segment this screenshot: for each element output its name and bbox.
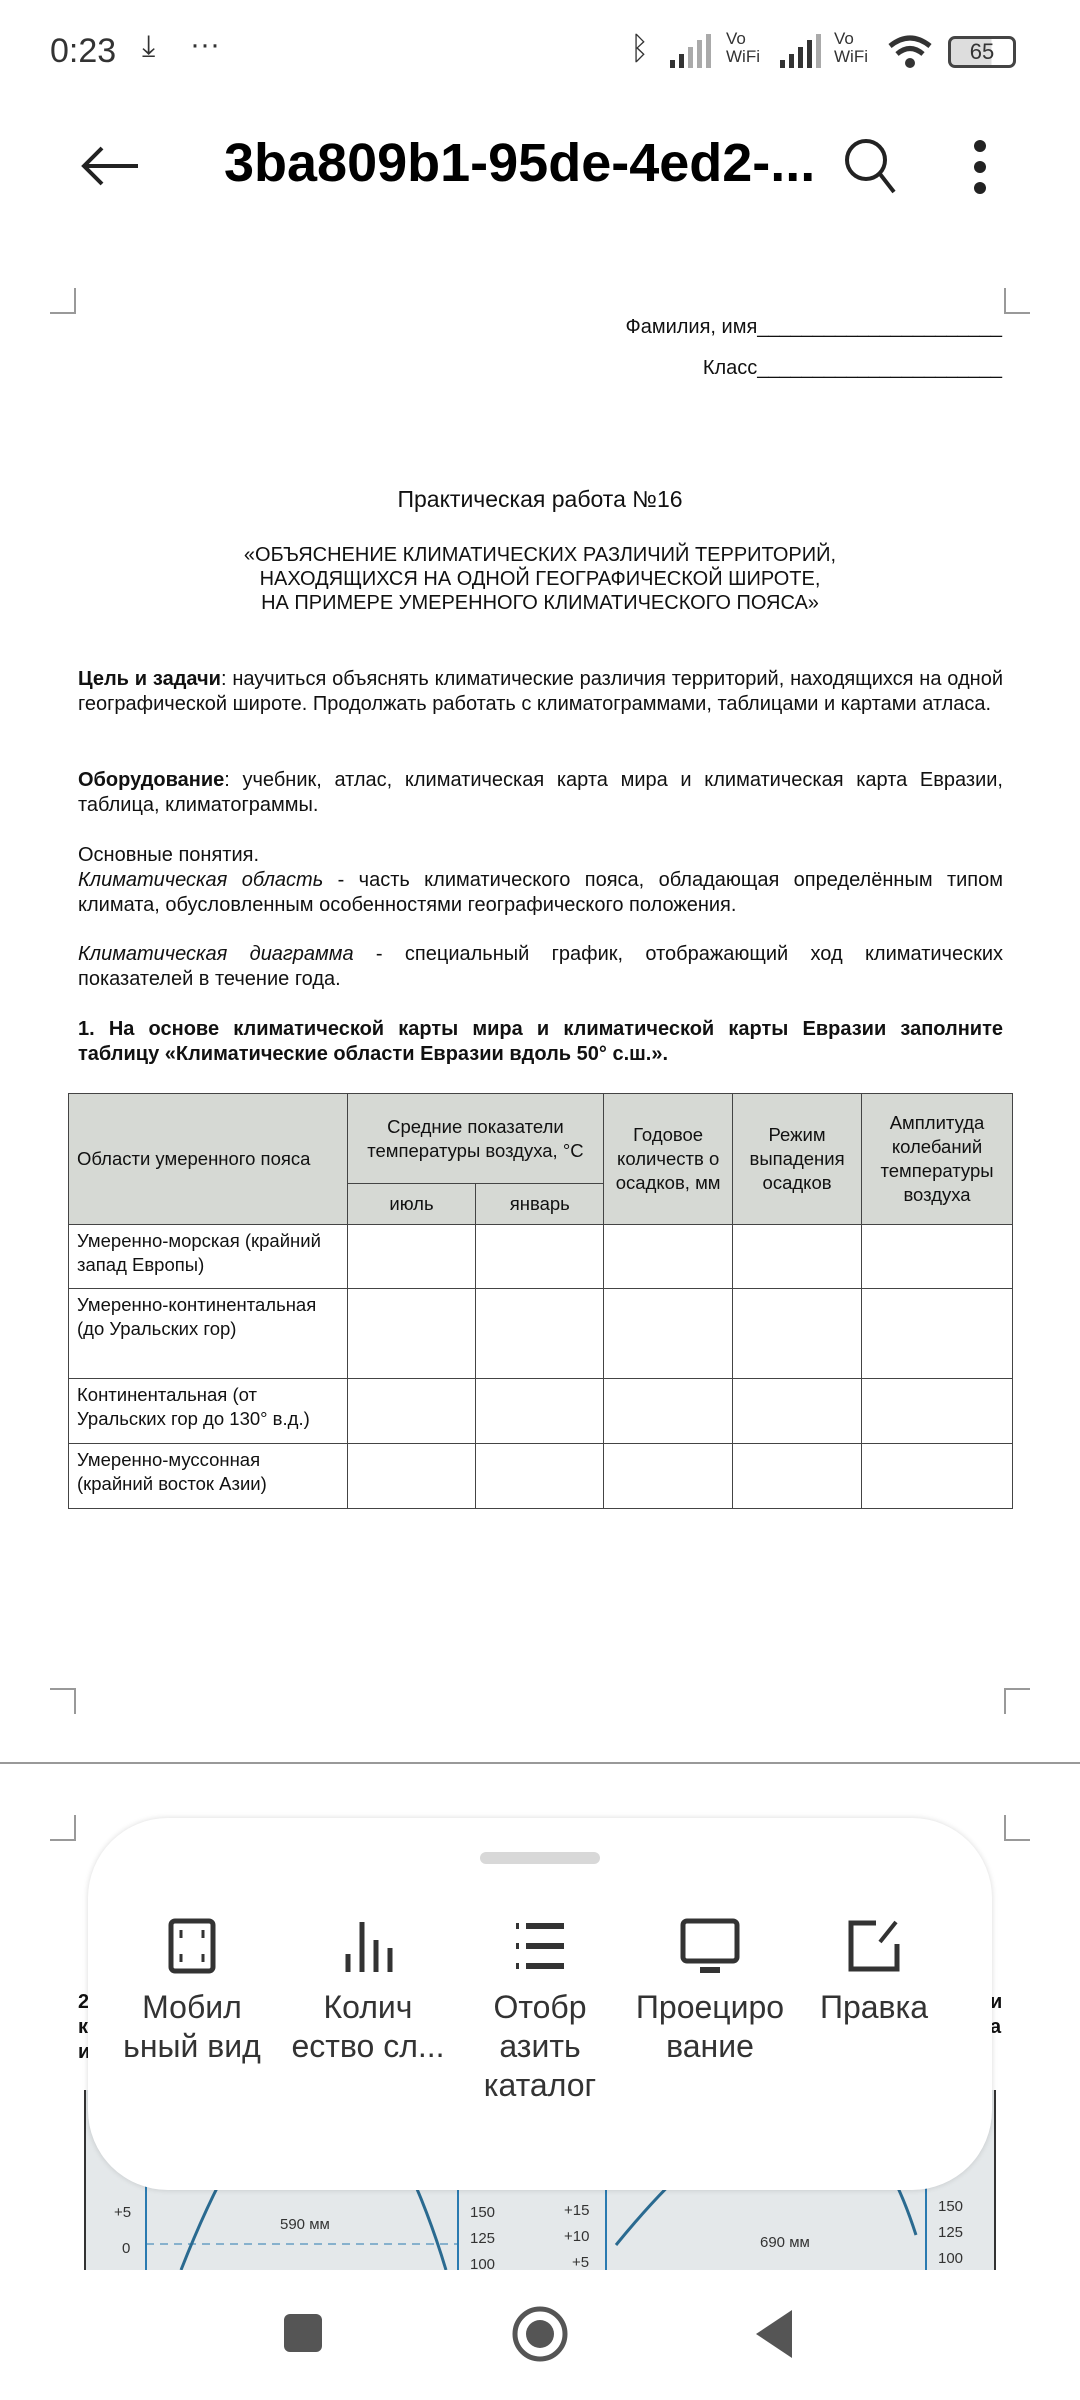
subtitle-line: НАХОДЯЩИХСЯ НА ОДНОЙ ГЕОГРАФИЧЕСКОЙ ШИРО… <box>259 568 821 590</box>
more-options-icon[interactable] <box>970 138 990 198</box>
system-nav-bar <box>0 2260 1080 2400</box>
menu-item-mobile-view[interactable]: Мобил ьный вид <box>102 1918 282 2066</box>
vowifi-label: Vo WiFi <box>726 29 760 66</box>
status-bar: 0:23 ⤓ ··· ᛒ Vo WiFi Vo WiFi 65 <box>0 0 1080 100</box>
work-title: Практическая работа №16 <box>397 486 683 512</box>
mobile-view-icon <box>168 1918 216 1974</box>
header-january: январь <box>475 1183 605 1225</box>
equipment-label: Оборудование <box>78 769 225 791</box>
definition-2: Климатическая диаграмма - специальный гр… <box>78 942 1003 992</box>
region-cell: Умеренно-континентальная (до Уральских г… <box>68 1288 348 1379</box>
list-icon <box>516 1923 564 1969</box>
recents-button[interactable] <box>284 2314 322 2352</box>
menu-item-label: Отобр азить каталог <box>483 1989 597 2103</box>
table-row: Умеренно-континентальная (до Уральских г… <box>68 1288 1013 1379</box>
menu-item-word-count[interactable]: Колич ество сл... <box>278 1918 458 2066</box>
precip-label: 590 мм <box>280 2216 330 2233</box>
home-button[interactable] <box>510 2304 570 2364</box>
menu-item-label: Проециро вание <box>635 1989 785 2064</box>
name-field: Фамилия, имя______________________ <box>625 316 1003 338</box>
page-corner-mark <box>50 1688 76 1714</box>
search-icon[interactable] <box>842 136 898 196</box>
bluetooth-icon: ᛒ <box>630 30 650 66</box>
subtitle-line: НА ПРИМЕРЕ УМЕРЕННОГО КЛИМАТИЧЕСКОГО ПОЯ… <box>261 592 819 614</box>
table-row: Континентальная (от Уральских гор до 130… <box>68 1378 1013 1444</box>
drag-handle[interactable] <box>480 1852 600 1864</box>
document-title: 3ba809b1-95de-4ed2-... <box>224 133 816 193</box>
signal-icon <box>670 34 711 68</box>
wifi-icon <box>888 35 932 68</box>
axis-label: +5 <box>572 2254 590 2271</box>
header-temperature: Средние показатели температуры воздуха, … <box>346 1093 605 1184</box>
page-corner-mark <box>1004 1688 1030 1714</box>
axis-label: 125 <box>470 2230 496 2247</box>
precip-label: 690 мм <box>760 2234 810 2251</box>
page-corner-mark <box>1004 288 1030 314</box>
definition-term: Климатическая диаграмма <box>78 943 354 965</box>
goal-label: Цель и задачи <box>78 668 221 690</box>
battery-icon: 65 <box>948 36 1016 68</box>
region-cell: Континентальная (от Уральских гор до 130… <box>68 1378 348 1444</box>
menu-item-label: Мобил ьный вид <box>123 1989 261 2064</box>
download-icon: ⤓ <box>142 30 156 63</box>
goal-paragraph: Цель и задачи: научиться объяснять клима… <box>78 667 1003 717</box>
vowifi-label-2: Vo WiFi <box>834 29 868 66</box>
menu-item-label: Правка <box>819 1989 929 2025</box>
definition-term: Климатическая область <box>78 869 324 891</box>
task-1: 1. На основе климатической карты мира и … <box>78 1018 1003 1065</box>
axis-label: +10 <box>564 2228 590 2245</box>
definition-text: - специальный график, отображающий ход к… <box>78 943 1003 990</box>
header-region: Области умеренного пояса <box>68 1093 348 1225</box>
subtitle-line: «ОБЪЯСНЕНИЕ КЛИМАТИЧЕСКИХ РАЗЛИЧИЙ ТЕРРИ… <box>243 544 837 566</box>
header-regime: Режим выпадения осадков <box>732 1093 863 1225</box>
page-separator <box>0 1762 1080 1764</box>
status-time: 0:23 <box>50 32 117 70</box>
table-row: Умеренно-морская (крайний запад Европы) <box>68 1224 1013 1289</box>
region-cell: Умеренно-муссонная (крайний восток Азии) <box>68 1443 348 1509</box>
goal-text: : научиться объяснять климатические разл… <box>78 668 1003 715</box>
equipment-text: : учебник, атлас, климатическая карта ми… <box>78 769 1003 816</box>
back-arrow-icon[interactable] <box>78 144 142 188</box>
concepts-heading: Основные понятия. <box>78 844 259 866</box>
app-bar: 3ba809b1-95de-4ed2-... <box>0 110 1080 220</box>
axis-label: 0 <box>122 2240 131 2257</box>
back-button[interactable] <box>752 2308 796 2360</box>
axis-label: 100 <box>470 2256 496 2273</box>
menu-item-projection[interactable]: Проециро вание <box>620 1918 800 2066</box>
region-cell: Умеренно-морская (крайний запад Европы) <box>68 1224 348 1289</box>
menu-item-show-catalog[interactable]: Отобр азить каталог <box>450 1918 630 2105</box>
equipment-paragraph: Оборудование: учебник, атлас, климатичес… <box>78 768 1003 818</box>
bottom-sheet-menu: Мобил ьный вид Колич ество сл... Отобр а… <box>88 1818 992 2190</box>
menu-item-label: Колич ество сл... <box>291 1989 445 2064</box>
header-precipitation: Годовое количеств о осадков, мм <box>603 1093 734 1225</box>
bar-chart-icon <box>345 1922 393 1972</box>
page-corner-mark <box>50 1815 76 1841</box>
axis-label: 150 <box>470 2204 496 2221</box>
axis-label: 150 <box>938 2198 964 2215</box>
edit-icon <box>848 1920 900 1972</box>
menu-item-edit[interactable]: Правка <box>784 1918 964 2027</box>
axis-label: +5 <box>114 2204 132 2221</box>
climate-table: Области умеренного пояса Средние показат… <box>68 1093 1013 1509</box>
page-corner-mark <box>1004 1815 1030 1841</box>
page-corner-mark <box>50 288 76 314</box>
header-amplitude: Амплитуда колебаний температуры воздуха <box>861 1093 1013 1225</box>
signal-icon-2 <box>780 34 821 68</box>
class-field: Класс______________________ <box>702 357 1002 379</box>
axis-label: 100 <box>938 2250 964 2267</box>
monitor-icon <box>680 1918 740 1973</box>
axis-label: 125 <box>938 2224 964 2241</box>
table-row: Умеренно-муссонная (крайний восток Азии) <box>68 1443 1013 1509</box>
definition-1: Климатическая область - часть климатичес… <box>78 868 1003 918</box>
axis-label: +15 <box>564 2202 590 2219</box>
more-notifications-icon: ··· <box>190 28 220 61</box>
definition-text: - часть климатического пояса, обладающая… <box>78 869 1003 916</box>
work-subtitle: «ОБЪЯСНЕНИЕ КЛИМАТИЧЕСКИХ РАЗЛИЧИЙ ТЕРРИ… <box>0 543 1080 615</box>
header-july: июль <box>346 1183 477 1225</box>
